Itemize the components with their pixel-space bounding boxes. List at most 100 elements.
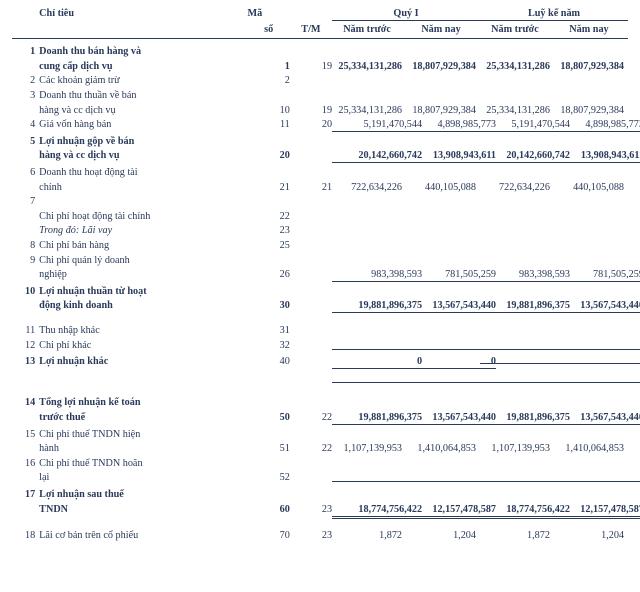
row-label: Chi phí hoạt động tài chính	[39, 209, 247, 224]
table-row: 5Lợi nhuận gộp về bán	[12, 134, 628, 149]
table-row: hành51221,107,139,9531,410,064,8531,107,…	[12, 441, 628, 456]
cell-value	[290, 371, 332, 388]
cell-value	[332, 253, 406, 268]
cell-value	[480, 88, 554, 103]
cell-value: 19	[290, 103, 332, 118]
cell-value	[554, 323, 628, 338]
row-label: Doanh thu bán hàng và	[39, 45, 247, 60]
row-label: Chi phí khác	[39, 338, 247, 355]
row-label: Lợi nhuận sau thuế	[39, 487, 247, 502]
table-row	[12, 371, 628, 388]
cell-value: 5,191,470,544	[332, 117, 406, 134]
cell-value: 70	[248, 528, 290, 543]
table-row: 14Tổng lợi nhuận kế toán	[12, 396, 628, 411]
cell-value	[554, 338, 628, 355]
cell-value	[480, 74, 554, 89]
cell-value: 25,334,131,286	[332, 59, 406, 74]
row-label: Tổng lợi nhuận kế toán	[39, 396, 247, 411]
cell-value	[406, 284, 480, 299]
row-label	[39, 194, 247, 209]
cell-value	[332, 88, 406, 103]
table-row: hàng và cc dịch vụ101925,334,131,28618,8…	[12, 103, 628, 118]
cell-value	[480, 338, 554, 355]
cell-value	[332, 487, 406, 502]
cell-value: 1,872	[332, 528, 406, 543]
financial-statement-table: Chỉ tiêu Mã Quý I Luỹ kế năm số T/M Năm …	[0, 0, 640, 559]
cell-value	[248, 427, 290, 442]
cell-value	[332, 471, 406, 488]
table-row: 8Chi phí bán hàng25	[12, 238, 628, 253]
spacer-row	[12, 315, 628, 323]
cell-value	[480, 487, 554, 502]
cell-value	[480, 471, 554, 488]
cell-value	[332, 45, 406, 60]
cell-value	[406, 88, 480, 103]
row-index: 6	[12, 165, 39, 180]
row-index: 13	[12, 354, 39, 371]
row-label: Chi phí thuế TNDN hiện	[39, 427, 247, 442]
table-row: động kinh doanh3019,881,896,37513,567,54…	[12, 299, 628, 316]
cell-value	[290, 284, 332, 299]
row-index: 2	[12, 74, 39, 89]
cell-value: 21	[248, 180, 290, 195]
cell-value: 18,774,756,422	[332, 502, 406, 521]
cell-value	[406, 427, 480, 442]
cell-value	[480, 194, 554, 209]
cell-value: 2	[248, 74, 290, 89]
cell-value	[406, 194, 480, 209]
cell-value	[290, 323, 332, 338]
cell-value	[290, 299, 332, 316]
cell-value	[554, 354, 628, 371]
cell-value	[480, 134, 554, 149]
cell-value: 4,898,985,773	[554, 117, 628, 134]
cell-value	[480, 238, 554, 253]
cell-value: 0	[332, 354, 406, 371]
row-label: Lợi nhuận khác	[39, 354, 247, 371]
cell-value: 18,807,929,384	[554, 59, 628, 74]
row-label: lại	[39, 471, 247, 488]
cell-value	[406, 487, 480, 502]
cell-value	[290, 238, 332, 253]
cell-value: 23	[290, 502, 332, 521]
cell-value: 18,807,929,384	[406, 103, 480, 118]
cell-value	[332, 134, 406, 149]
row-label: Doanh thu hoạt động tài	[39, 165, 247, 180]
table-row: 16Chi phí thuế TNDN hoãn	[12, 456, 628, 471]
cell-value	[290, 427, 332, 442]
table-row: 3Doanh thu thuần về bán	[12, 88, 628, 103]
cell-value: 22	[248, 209, 290, 224]
cell-value: 440,105,088	[554, 180, 628, 195]
cell-value: 22	[290, 410, 332, 427]
cell-value: 1,107,139,953	[332, 441, 406, 456]
table-row: 11Thu nhập khác31	[12, 323, 628, 338]
table-row: 6Doanh thu hoạt động tài	[12, 165, 628, 180]
row-label: cung cấp dịch vụ	[39, 59, 247, 74]
row-index: 8	[12, 238, 39, 253]
cell-value: 11	[248, 117, 290, 134]
table-row: TNDN602318,774,756,42212,157,478,58718,7…	[12, 502, 628, 521]
cell-value	[480, 396, 554, 411]
cell-value: 25	[248, 238, 290, 253]
row-index: 11	[12, 323, 39, 338]
cell-value	[248, 134, 290, 149]
header-group-q1: Quý I	[332, 8, 480, 21]
table-row: 10Lợi nhuận thuần từ hoạt	[12, 284, 628, 299]
cell-value	[248, 396, 290, 411]
cell-value	[406, 238, 480, 253]
cell-value	[406, 209, 480, 224]
cell-value: 13,908,943,611	[406, 149, 480, 166]
cell-value: 1,410,064,853	[554, 441, 628, 456]
cell-value: 25,334,131,286	[480, 59, 554, 74]
cell-value: 60	[248, 502, 290, 521]
cell-value: 13,908,943,611	[554, 149, 628, 166]
cell-value	[406, 396, 480, 411]
cell-value: 440,105,088	[406, 180, 480, 195]
cell-value	[554, 253, 628, 268]
cell-value	[248, 456, 290, 471]
cell-value	[480, 45, 554, 60]
table-body: 1Doanh thu bán hàng vàcung cấp dịch vụ11…	[12, 45, 628, 543]
table-row: lại52	[12, 471, 628, 488]
cell-value: 23	[290, 528, 332, 543]
row-label: hàng và cc dịch vụ	[39, 149, 247, 166]
cell-value	[406, 74, 480, 89]
